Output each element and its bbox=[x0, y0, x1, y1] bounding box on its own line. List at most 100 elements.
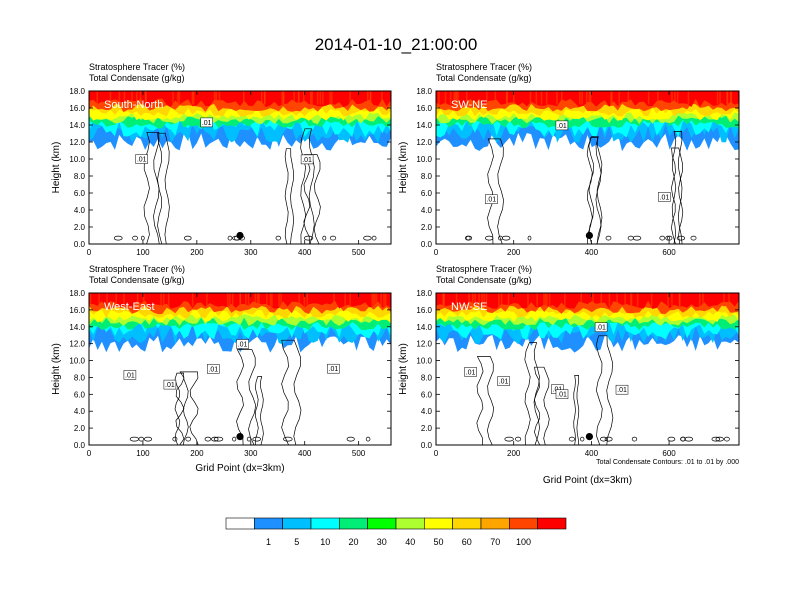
y-axis-label: Height (km) bbox=[51, 142, 62, 194]
y-tick-label: 4.0 bbox=[74, 407, 86, 416]
x-tick-label: 300 bbox=[244, 248, 258, 257]
y-tick-label: 14.0 bbox=[416, 121, 432, 130]
y-tick-label: 10.0 bbox=[69, 357, 85, 366]
colorbar-swatch bbox=[480, 517, 510, 530]
contour-label: .01 bbox=[594, 322, 608, 332]
x-tick-label: 0 bbox=[434, 449, 439, 458]
colorbar-swatch bbox=[452, 517, 482, 530]
x-tick-label: 400 bbox=[585, 248, 599, 257]
contour-label: .01 bbox=[207, 364, 220, 374]
y-tick-label: 8.0 bbox=[421, 373, 433, 382]
x-tick-label: 300 bbox=[244, 449, 258, 458]
y-axis-label: Height (km) bbox=[398, 142, 409, 194]
y-tick-label: 6.0 bbox=[421, 390, 433, 399]
panels: .01 .01 .01 South-North Stratosphere Tracer … bbox=[51, 62, 740, 486]
x-axis-label: Grid Point (dx=3km) bbox=[543, 475, 632, 486]
colorbar-swatch bbox=[282, 517, 312, 530]
y-tick-label: 12.0 bbox=[416, 138, 432, 147]
y-axis-label: Height (km) bbox=[398, 343, 409, 395]
contour-label-text: .01 bbox=[329, 366, 339, 373]
plot-frame bbox=[88, 90, 392, 245]
location-marker bbox=[585, 231, 594, 240]
y-tick-label: 4.0 bbox=[421, 407, 433, 416]
contour-label-text: .01 bbox=[557, 123, 567, 130]
x-tick-label: 0 bbox=[434, 248, 439, 257]
tracer-field bbox=[436, 91, 739, 152]
y-tick-label: 0.0 bbox=[74, 441, 86, 450]
y-tick-label: 14.0 bbox=[69, 121, 85, 130]
y-tick-label: 12.0 bbox=[69, 138, 85, 147]
condensate-contours bbox=[129, 339, 371, 445]
contour-label: .01 bbox=[464, 367, 477, 377]
y-tick-label: 8.0 bbox=[421, 172, 433, 181]
y-tick-label: 12.0 bbox=[69, 340, 85, 349]
contour-label-text: .01 bbox=[137, 157, 147, 164]
colorbar-swatch bbox=[338, 517, 368, 530]
y-tick-label: 18.0 bbox=[69, 289, 85, 298]
tracer-field bbox=[89, 293, 391, 353]
contour-label-text: .01 bbox=[238, 342, 248, 349]
y-tick-label: 6.0 bbox=[74, 390, 86, 399]
y-tick-label: 0.0 bbox=[421, 240, 433, 249]
y-tick-label: 16.0 bbox=[69, 104, 85, 113]
plot-frame bbox=[88, 292, 392, 446]
y-tick-label: 10.0 bbox=[416, 357, 432, 366]
contour-label-text: .01 bbox=[596, 325, 606, 332]
variable-label-2: Total Condensate (g/kg) bbox=[436, 275, 532, 285]
x-tick-label: 200 bbox=[507, 248, 521, 257]
y-tick-label: 2.0 bbox=[74, 424, 86, 433]
y-tick-label: 16.0 bbox=[416, 104, 432, 113]
contour-label-text: .01 bbox=[660, 194, 670, 201]
y-tick-label: 18.0 bbox=[416, 289, 432, 298]
contour-label-text: .01 bbox=[499, 379, 509, 386]
location-marker bbox=[236, 433, 244, 441]
colorbar-swatch bbox=[310, 517, 340, 530]
x-tick-label: 400 bbox=[298, 449, 312, 458]
panel-label: SW-NE bbox=[451, 99, 487, 111]
x-tick-label: 600 bbox=[662, 248, 676, 257]
variable-label: Stratosphere Tracer (%) bbox=[89, 264, 185, 274]
y-tick-label: 10.0 bbox=[69, 155, 85, 164]
y-tick-label: 12.0 bbox=[416, 340, 432, 349]
variable-label-2: Total Condensate (g/kg) bbox=[89, 73, 185, 83]
contour-label: .01 bbox=[658, 192, 671, 202]
colorbar-swatch bbox=[423, 517, 453, 530]
tracer-field bbox=[436, 293, 739, 353]
tracer-field bbox=[89, 91, 391, 151]
contour-label-text: .01 bbox=[165, 382, 175, 389]
colorbar-label: 60 bbox=[462, 537, 472, 547]
contour-label-text: .01 bbox=[557, 392, 567, 399]
condensate-contours bbox=[113, 128, 377, 244]
y-tick-label: 18.0 bbox=[416, 87, 432, 96]
variable-label-2: Total Condensate (g/kg) bbox=[436, 73, 532, 83]
contour-label: .01 bbox=[327, 363, 340, 374]
colorbar-label: 5 bbox=[294, 537, 299, 547]
contour-label-text: .01 bbox=[125, 372, 135, 379]
colorbar-swatch bbox=[225, 517, 255, 530]
variable-label-2: Total Condensate (g/kg) bbox=[89, 275, 185, 285]
panel-3: .01 .01 .01 .01 .01 West-East Stratosphere Tra… bbox=[51, 264, 392, 474]
colorbar-label: 50 bbox=[433, 537, 443, 547]
colorbar-label: 30 bbox=[377, 537, 387, 547]
colorbar-label: 20 bbox=[348, 537, 358, 547]
x-tick-label: 400 bbox=[298, 248, 312, 257]
contour-label-text: .01 bbox=[466, 369, 476, 376]
contour-label: .01 bbox=[163, 379, 177, 390]
contour-note: Total Condensate Contours: .01 to .01 by… bbox=[596, 459, 739, 466]
y-tick-label: 4.0 bbox=[74, 206, 86, 215]
y-tick-label: 8.0 bbox=[74, 172, 86, 181]
y-tick-label: 0.0 bbox=[74, 240, 86, 249]
panel-label: West-East bbox=[104, 301, 155, 313]
x-tick-label: 200 bbox=[507, 449, 521, 458]
location-marker bbox=[236, 231, 244, 240]
plot-frame bbox=[435, 90, 740, 245]
panel-label: NW-SE bbox=[451, 301, 487, 313]
colorbar-swatch bbox=[254, 517, 283, 530]
x-tick-label: 500 bbox=[352, 449, 366, 458]
condensate-contours bbox=[476, 335, 730, 445]
colorbar-label: 1 bbox=[266, 537, 271, 547]
x-tick-label: 600 bbox=[662, 449, 676, 458]
y-tick-label: 2.0 bbox=[421, 424, 433, 433]
